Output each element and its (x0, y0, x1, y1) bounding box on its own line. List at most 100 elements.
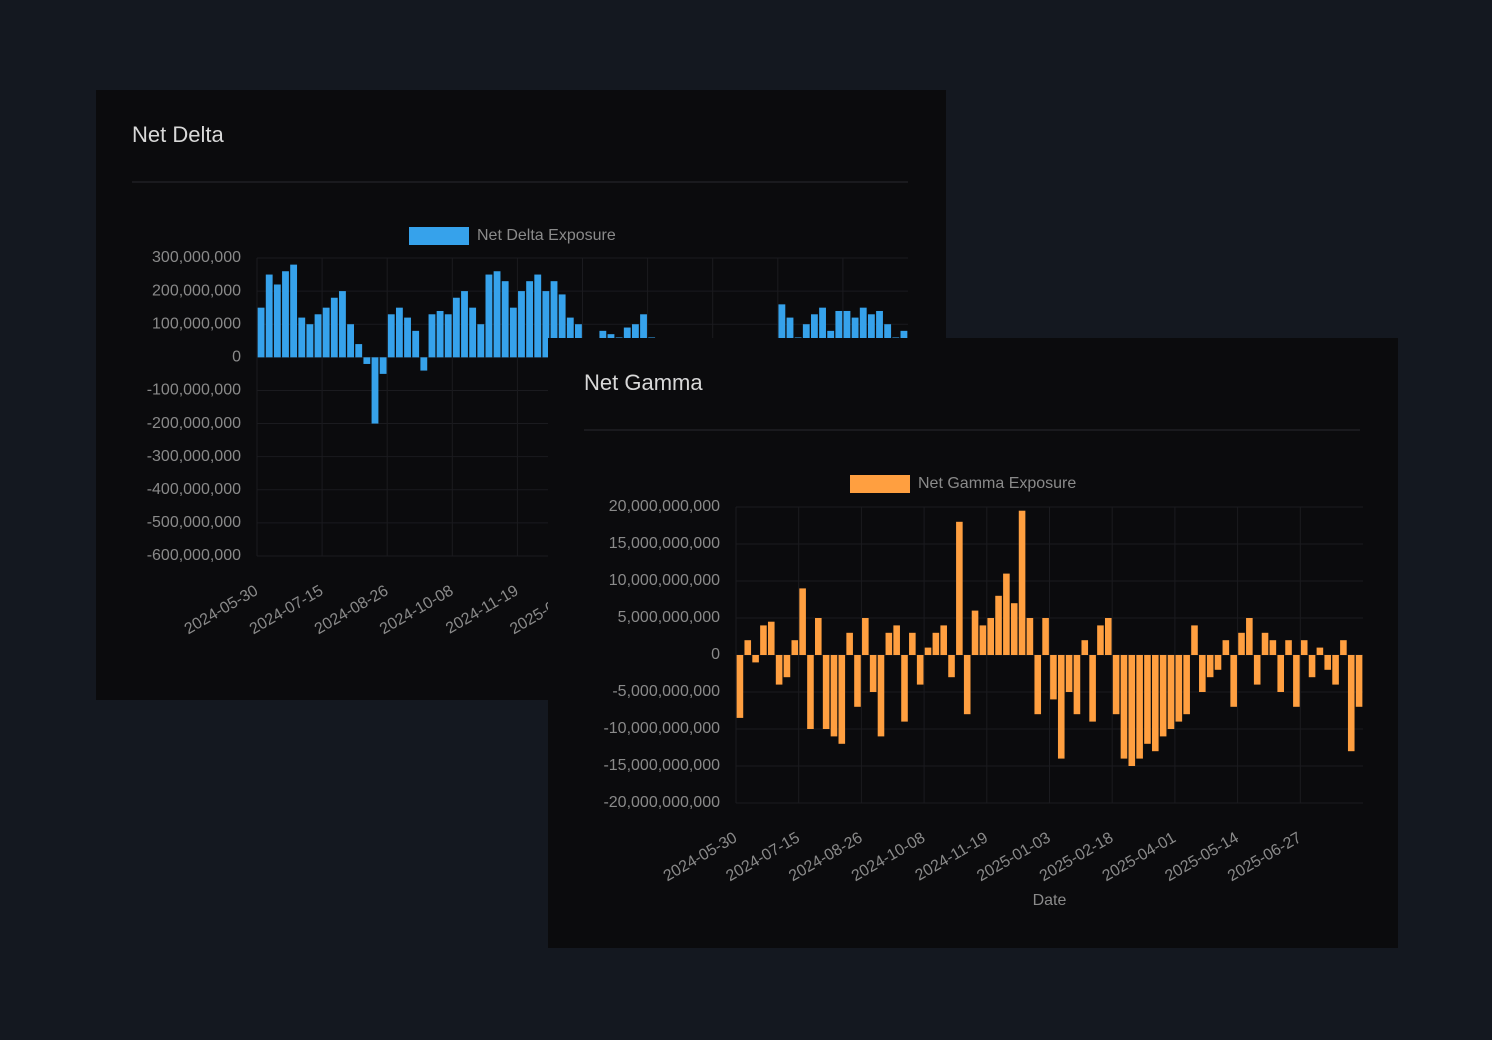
bar (815, 618, 822, 655)
y-tick-label: -500,000,000 (147, 514, 241, 531)
bar (1112, 655, 1120, 715)
bar (838, 655, 846, 744)
bar (428, 314, 436, 358)
bar (1073, 655, 1081, 715)
y-tick-label: -600,000,000 (147, 547, 241, 564)
bar (843, 310, 851, 358)
bar (1285, 640, 1292, 655)
bar (1230, 655, 1237, 707)
bar (485, 274, 493, 358)
bar (1332, 655, 1339, 685)
y-tick-label: -10,000,000,000 (603, 720, 720, 737)
y-tick-label: 10,000,000,000 (609, 572, 720, 589)
bar (877, 655, 885, 737)
bar (339, 291, 346, 358)
bar (469, 307, 477, 358)
bar (1003, 573, 1010, 655)
bar (1159, 655, 1167, 737)
y-tick-label: -15,000,000,000 (603, 757, 720, 774)
bar (1089, 655, 1096, 722)
bar (501, 281, 509, 358)
bar (265, 274, 273, 358)
legend-swatch (409, 227, 469, 245)
bar (1277, 655, 1284, 692)
bar (558, 294, 566, 358)
bar (752, 655, 759, 663)
x-tick-label: 2024-10-08 (377, 582, 456, 638)
bar (1246, 618, 1253, 655)
bar (1191, 625, 1198, 655)
legend-label: Net Gamma Exposure (918, 475, 1076, 492)
bar (799, 588, 806, 655)
bar (1206, 655, 1214, 678)
bar (987, 618, 995, 655)
bar (1340, 640, 1347, 655)
bar (1034, 655, 1042, 715)
bar (932, 632, 940, 655)
bar (566, 317, 574, 358)
bar (640, 314, 647, 358)
bar (1238, 632, 1245, 655)
bar (379, 357, 387, 374)
y-tick-label: 0 (232, 349, 241, 366)
bar (257, 307, 265, 358)
bar (744, 640, 752, 655)
legend-swatch (850, 475, 910, 493)
bar (452, 297, 460, 358)
bar (1183, 655, 1190, 715)
bar (1128, 655, 1136, 766)
y-tick-label: 20,000,000,000 (609, 498, 720, 515)
bar (404, 317, 411, 358)
bar (846, 632, 853, 655)
bar (1026, 618, 1034, 655)
bar (518, 291, 525, 358)
bar (1010, 603, 1018, 655)
bar (760, 625, 767, 655)
bar (290, 264, 298, 358)
y-tick-label: 100,000,000 (152, 315, 241, 332)
bar (322, 307, 330, 358)
bar (363, 357, 371, 364)
bar (306, 324, 314, 358)
bar (477, 324, 485, 358)
y-tick-label: -400,000,000 (147, 481, 241, 498)
bar (811, 314, 818, 358)
bar (1097, 625, 1104, 655)
x-axis-title: Date (1033, 892, 1067, 909)
bar (395, 307, 403, 358)
bar (1222, 640, 1230, 655)
bar (1293, 655, 1300, 707)
bar (971, 610, 979, 655)
bar (420, 357, 428, 371)
bar (807, 655, 814, 729)
bar (1120, 655, 1128, 759)
bar (1355, 655, 1363, 707)
y-tick-label: -100,000,000 (147, 382, 241, 399)
bar (767, 621, 775, 655)
bar (835, 310, 843, 358)
bar (298, 317, 306, 358)
bar (461, 291, 468, 358)
bar (956, 521, 963, 655)
bar (1324, 655, 1332, 670)
bar (1167, 655, 1175, 729)
bar (1018, 510, 1026, 655)
bar (1042, 618, 1049, 655)
y-tick-label: -200,000,000 (147, 415, 241, 432)
bar (436, 310, 444, 358)
bar (867, 314, 875, 358)
bar (355, 344, 363, 358)
bar (1300, 640, 1308, 655)
bar (1253, 655, 1261, 685)
bar (786, 317, 794, 358)
bar (387, 314, 395, 358)
chart: Net Gamma Net Gamma Exposure -20,000,000,0… (584, 370, 1363, 909)
y-tick-label: 200,000,000 (152, 282, 241, 299)
bar (282, 271, 289, 358)
bar (854, 655, 861, 707)
y-tick-label: -5,000,000,000 (612, 683, 720, 700)
bar (736, 655, 744, 718)
bar (775, 655, 783, 685)
bar (412, 330, 420, 358)
